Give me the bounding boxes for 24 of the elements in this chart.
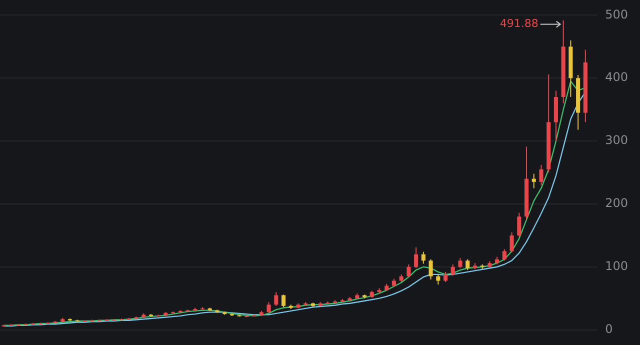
candlestick <box>502 248 506 262</box>
y-tick-label: 100 <box>605 259 628 274</box>
candlestick <box>443 271 448 282</box>
candlestick <box>266 302 271 314</box>
y-tick-label: 300 <box>605 133 628 148</box>
candlestick <box>414 246 418 269</box>
annotation: 491.88 <box>500 17 538 30</box>
candlestick <box>274 292 278 306</box>
candlestick <box>406 264 411 278</box>
candlestick <box>421 251 426 264</box>
candlestick <box>436 274 440 285</box>
candlestick <box>466 258 470 271</box>
candlestick <box>517 212 522 238</box>
candlestick <box>428 258 433 280</box>
candlestick <box>458 258 462 269</box>
candlestick <box>281 294 286 308</box>
y-tick-label: 200 <box>605 196 628 210</box>
candlestick <box>510 232 514 253</box>
candlestick <box>532 173 536 189</box>
y-tick-label: 400 <box>605 70 628 84</box>
y-tick-label: 500 <box>605 7 628 22</box>
y-tick-label: 0 <box>605 322 613 336</box>
candlestick <box>539 164 544 186</box>
candlestick <box>450 264 455 276</box>
